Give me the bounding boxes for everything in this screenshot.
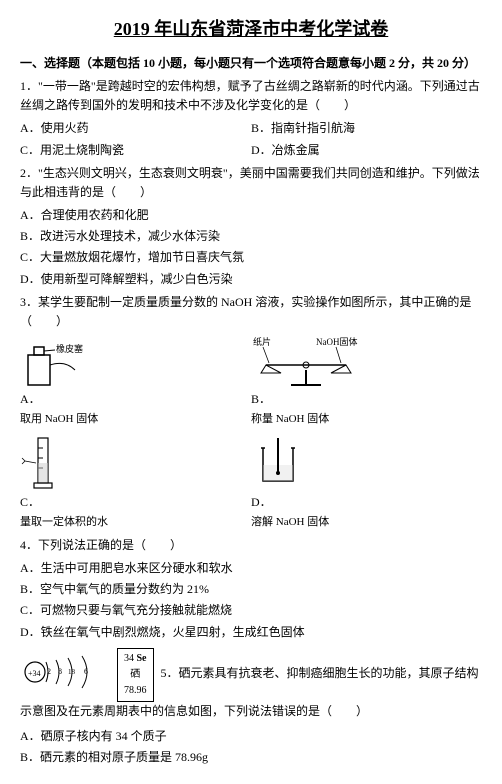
naoh-label-text: NaOH固体	[316, 336, 358, 347]
svg-text:8: 8	[58, 667, 62, 676]
q1-option-c: C．用泥土烧制陶瓷	[20, 141, 251, 160]
q5-option-b: B．硒元素的相对原子质量是 78.96g	[20, 748, 482, 767]
paper-label-text: 纸片	[253, 336, 271, 347]
q4-option-c: C．可燃物只要与氧气充分接触就能燃烧	[20, 601, 482, 620]
q3-image-b-box: 纸片 NaOH固体 B． 称量 NaOH 固体	[251, 335, 482, 429]
q2-option-d: D．使用新型可降解塑料，减少白色污染	[20, 270, 482, 289]
q3-image-a-box: 橡皮塞 A． 取用 NaOH 固体	[20, 335, 251, 429]
q3-caption-c: 量取一定体积的水	[20, 514, 251, 532]
q3-caption-a: 取用 NaOH 固体	[20, 411, 251, 429]
q1-option-a: A．使用火药	[20, 119, 251, 138]
q2-option-b: B．改进污水处理技术，减少水体污染	[20, 227, 482, 246]
question-4-stem: 4．下列说法正确的是（ ）	[20, 536, 482, 555]
element-symbol: Se	[137, 651, 147, 667]
q3-image-d-box: D． 溶解 NaOH 固体	[251, 433, 482, 532]
q3-b-label: B．	[251, 392, 271, 406]
beaker-icon	[251, 433, 311, 493]
q2-option-c: C．大量燃放烟花爆竹，增加节日喜庆气氛	[20, 248, 482, 267]
svg-text:6: 6	[84, 667, 88, 676]
question-2-stem: 2．"生态兴则文明兴，生态衰则文明衰"，美丽中国需要我们共同创造和维护。下列做法…	[20, 164, 482, 202]
question-1-stem: 1．"一带一路"是跨越时空的宏伟构想，赋予了古丝绸之路崭新的时代内涵。下列通过古…	[20, 77, 482, 115]
q4-option-a: A．生活中可用肥皂水来区分硬水和软水	[20, 559, 482, 578]
q3-caption-d: 溶解 NaOH 固体	[251, 514, 482, 532]
element-box: 34 Se 硒 78.96	[117, 648, 154, 702]
q5-option-a: A．硒原子核内有 34 个质子	[20, 727, 482, 746]
element-name: 硒	[124, 667, 147, 683]
bottle-label: 橡皮塞	[56, 343, 83, 354]
svg-text:+34: +34	[28, 669, 41, 678]
cylinder-icon	[20, 433, 70, 493]
q3-a-label: A．	[20, 392, 41, 406]
q1-option-d: D．冶炼金属	[251, 141, 482, 160]
q1-option-b: B．指南针指引航海	[251, 119, 482, 138]
q3-c-label: C．	[20, 495, 40, 509]
q2-option-a: A．合理使用农药和化肥	[20, 206, 482, 225]
svg-text:18: 18	[68, 668, 76, 676]
q3-image-c-box: C． 量取一定体积的水	[20, 433, 251, 532]
exam-title: 2019 年山东省菏泽市中考化学试卷	[20, 15, 482, 44]
section-header: 一、选择题（本题包括 10 小题，每小题只有一个选项符合题意每小题 2 分，共 …	[20, 54, 482, 73]
element-number: 34	[124, 651, 134, 667]
question-3-stem: 3．某学生要配制一定质量质量分数的 NaOH 溶液，实验操作如图所示，其中正确的…	[20, 293, 482, 331]
q3-caption-b: 称量 NaOH 固体	[251, 411, 482, 429]
atom-structure-icon: +34 2 8 18 6	[20, 654, 110, 696]
svg-text:2: 2	[47, 667, 51, 676]
element-mass: 78.96	[124, 683, 147, 699]
q4-option-b: B．空气中氧气的质量分数约为 21%	[20, 580, 482, 599]
q3-d-label: D．	[251, 495, 272, 509]
balance-icon: 纸片 NaOH固体	[251, 335, 361, 390]
q4-option-d: D．铁丝在氧气中剧烈燃烧，火星四射，生成红色固体	[20, 623, 482, 642]
bottle-icon: 橡皮塞	[20, 335, 90, 390]
